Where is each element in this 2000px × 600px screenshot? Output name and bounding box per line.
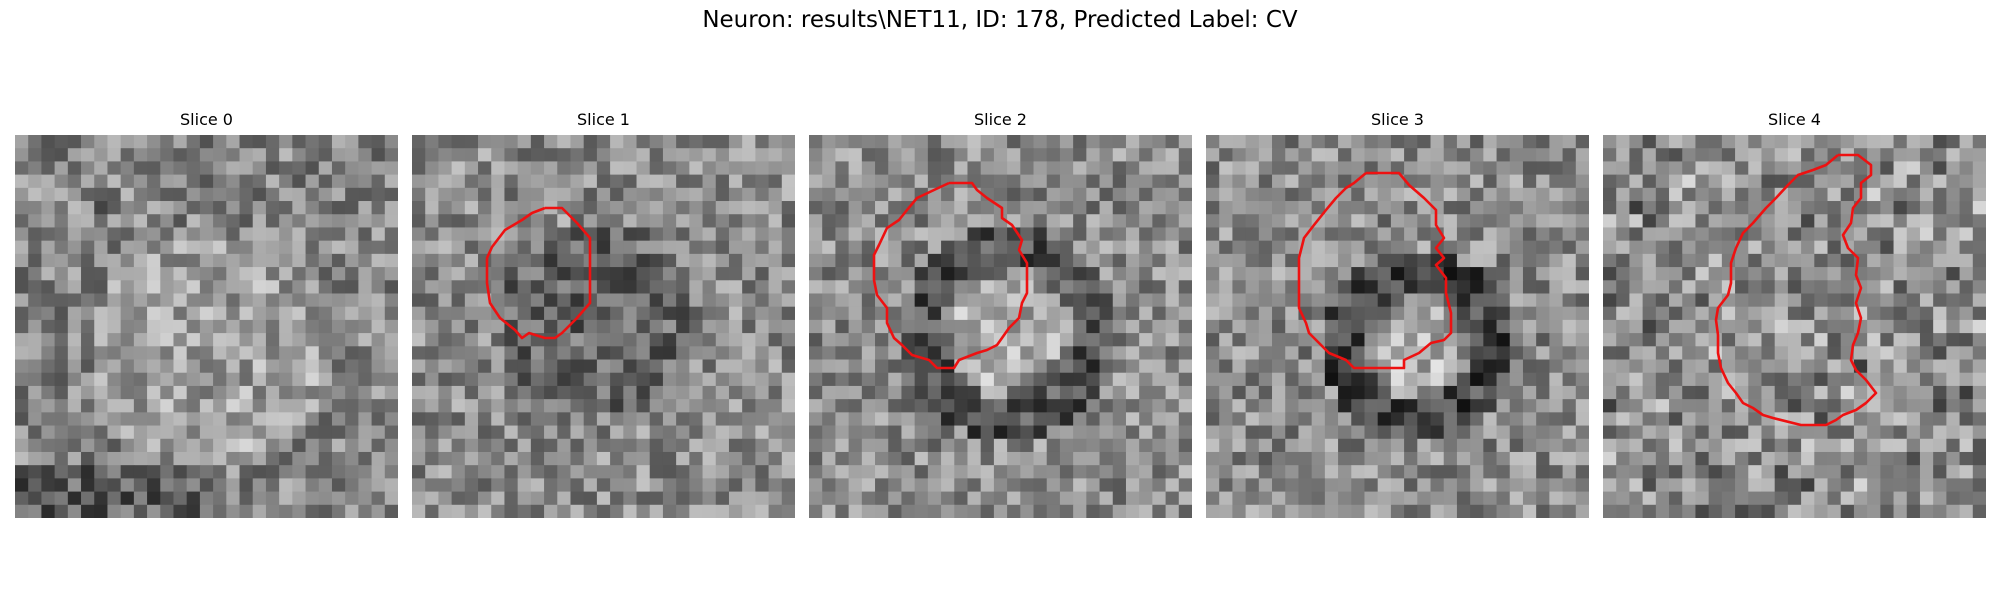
slice-title-2: Slice 2 bbox=[974, 110, 1027, 129]
pixel-texture-4 bbox=[1603, 135, 1986, 518]
figure-title: Neuron: results\NET11, ID: 178, Predicte… bbox=[702, 7, 1298, 33]
slice-image-2-svg bbox=[809, 135, 1192, 518]
slice-title-1: Slice 1 bbox=[577, 110, 630, 129]
slice-image-1-svg bbox=[412, 135, 795, 518]
contour-outline-4 bbox=[1714, 153, 1878, 427]
contour-outline-3 bbox=[1297, 171, 1453, 370]
slice-image-0-svg bbox=[15, 135, 398, 518]
slice-image-3 bbox=[1206, 135, 1589, 518]
slice-image-3-svg bbox=[1206, 135, 1589, 518]
pixel-texture-3 bbox=[1206, 135, 1589, 518]
slice-image-0 bbox=[15, 135, 398, 518]
slice-image-4-svg bbox=[1603, 135, 1986, 518]
pixel-texture-0 bbox=[15, 135, 398, 518]
slice-title-4: Slice 4 bbox=[1768, 110, 1821, 129]
slice-title-0: Slice 0 bbox=[180, 110, 233, 129]
slice-image-1 bbox=[412, 135, 795, 518]
slice-title-3: Slice 3 bbox=[1371, 110, 1424, 129]
slice-image-4 bbox=[1603, 135, 1986, 518]
contour-outline-1 bbox=[485, 206, 592, 340]
pixel-texture-1 bbox=[412, 135, 795, 518]
pixel-texture-2 bbox=[809, 135, 1192, 518]
contour-outline-2 bbox=[872, 181, 1029, 370]
slice-image-2 bbox=[809, 135, 1192, 518]
